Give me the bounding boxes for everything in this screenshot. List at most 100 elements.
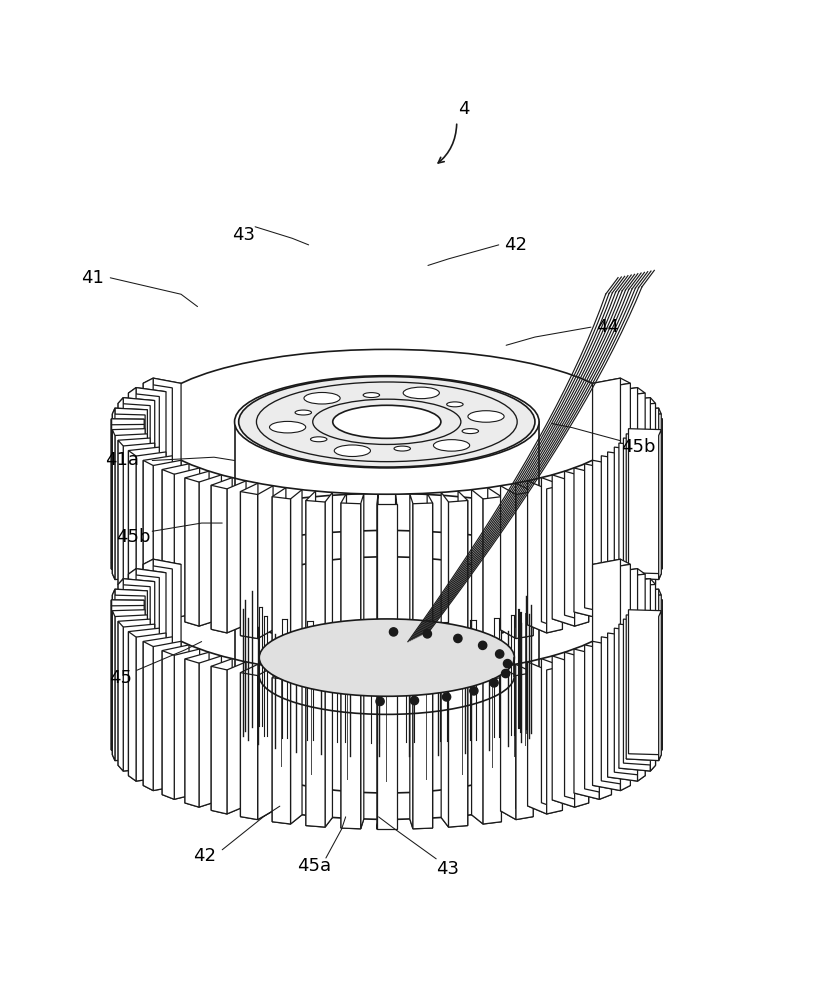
Polygon shape xyxy=(123,443,155,590)
Polygon shape xyxy=(621,641,630,791)
Polygon shape xyxy=(153,378,181,527)
Polygon shape xyxy=(626,615,658,761)
Polygon shape xyxy=(240,483,258,636)
Polygon shape xyxy=(272,632,302,643)
Polygon shape xyxy=(199,656,221,807)
Polygon shape xyxy=(650,621,655,771)
Circle shape xyxy=(501,669,509,678)
Polygon shape xyxy=(123,624,155,771)
Polygon shape xyxy=(136,633,166,781)
Polygon shape xyxy=(624,584,655,731)
Polygon shape xyxy=(162,651,174,799)
Polygon shape xyxy=(630,424,663,569)
Polygon shape xyxy=(516,673,533,820)
Polygon shape xyxy=(185,659,199,807)
Ellipse shape xyxy=(269,421,305,433)
Polygon shape xyxy=(377,675,378,829)
Polygon shape xyxy=(472,671,483,824)
Polygon shape xyxy=(341,818,364,829)
Polygon shape xyxy=(360,494,364,648)
Polygon shape xyxy=(143,456,172,604)
Text: 45b: 45b xyxy=(621,438,655,456)
Text: 41a: 41a xyxy=(105,451,139,469)
Polygon shape xyxy=(488,488,501,641)
Polygon shape xyxy=(458,491,467,645)
Polygon shape xyxy=(119,403,150,550)
Polygon shape xyxy=(619,443,650,590)
Ellipse shape xyxy=(310,437,327,442)
Polygon shape xyxy=(128,388,136,537)
Polygon shape xyxy=(602,456,630,604)
Polygon shape xyxy=(272,488,286,641)
Polygon shape xyxy=(650,440,655,590)
Ellipse shape xyxy=(447,402,463,407)
Polygon shape xyxy=(626,434,658,580)
Polygon shape xyxy=(528,803,562,814)
Polygon shape xyxy=(630,600,663,606)
Polygon shape xyxy=(458,672,467,826)
Polygon shape xyxy=(614,447,645,595)
Polygon shape xyxy=(607,388,645,397)
Polygon shape xyxy=(574,478,588,626)
Polygon shape xyxy=(185,471,209,622)
Polygon shape xyxy=(136,388,166,536)
Polygon shape xyxy=(119,582,155,590)
Polygon shape xyxy=(258,667,273,820)
Polygon shape xyxy=(113,589,115,739)
Polygon shape xyxy=(624,403,655,550)
Polygon shape xyxy=(119,579,123,728)
Ellipse shape xyxy=(403,387,439,399)
Polygon shape xyxy=(128,388,166,397)
Polygon shape xyxy=(619,398,650,545)
Circle shape xyxy=(423,630,431,638)
Polygon shape xyxy=(143,641,153,791)
Polygon shape xyxy=(602,637,630,785)
Polygon shape xyxy=(185,615,221,626)
Polygon shape xyxy=(630,419,663,563)
Polygon shape xyxy=(565,471,588,622)
Ellipse shape xyxy=(434,440,470,451)
Polygon shape xyxy=(174,649,200,799)
Polygon shape xyxy=(240,627,273,639)
Polygon shape xyxy=(624,619,655,765)
Polygon shape xyxy=(115,589,147,735)
Polygon shape xyxy=(552,475,574,626)
Polygon shape xyxy=(441,673,449,827)
Polygon shape xyxy=(377,819,397,829)
Polygon shape xyxy=(128,569,136,718)
Polygon shape xyxy=(574,789,611,799)
Polygon shape xyxy=(483,497,501,643)
Polygon shape xyxy=(574,468,599,618)
Ellipse shape xyxy=(462,429,478,434)
Polygon shape xyxy=(113,754,147,761)
Polygon shape xyxy=(626,408,661,415)
Polygon shape xyxy=(602,564,630,713)
Polygon shape xyxy=(441,635,467,646)
Polygon shape xyxy=(614,574,645,722)
Polygon shape xyxy=(123,398,155,545)
Polygon shape xyxy=(619,582,655,590)
Polygon shape xyxy=(325,492,332,646)
Circle shape xyxy=(495,650,504,658)
Polygon shape xyxy=(542,478,562,629)
Polygon shape xyxy=(113,408,115,558)
Polygon shape xyxy=(162,608,200,618)
Polygon shape xyxy=(128,591,166,600)
Polygon shape xyxy=(377,494,378,648)
Polygon shape xyxy=(128,632,136,781)
Ellipse shape xyxy=(363,393,379,398)
Polygon shape xyxy=(291,671,302,824)
Polygon shape xyxy=(593,460,621,610)
Polygon shape xyxy=(162,789,200,799)
Polygon shape xyxy=(136,452,166,600)
Polygon shape xyxy=(360,675,364,829)
Polygon shape xyxy=(630,605,663,750)
Polygon shape xyxy=(427,674,433,828)
Polygon shape xyxy=(143,378,153,527)
Polygon shape xyxy=(113,408,147,415)
Polygon shape xyxy=(630,419,663,425)
Polygon shape xyxy=(153,559,181,708)
Polygon shape xyxy=(143,460,153,610)
Ellipse shape xyxy=(144,493,630,638)
Polygon shape xyxy=(552,656,574,807)
